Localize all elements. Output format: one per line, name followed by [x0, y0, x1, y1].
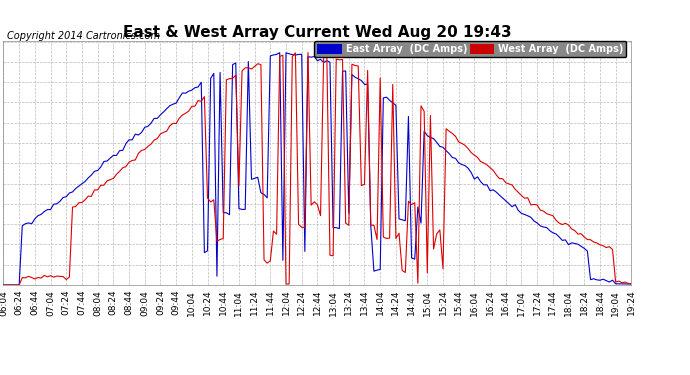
Title: East & West Array Current Wed Aug 20 19:43: East & West Array Current Wed Aug 20 19:…: [123, 25, 512, 40]
Legend: East Array  (DC Amps), West Array  (DC Amps): East Array (DC Amps), West Array (DC Amp…: [315, 41, 627, 57]
Text: Copyright 2014 Cartronics.com: Copyright 2014 Cartronics.com: [7, 32, 160, 41]
